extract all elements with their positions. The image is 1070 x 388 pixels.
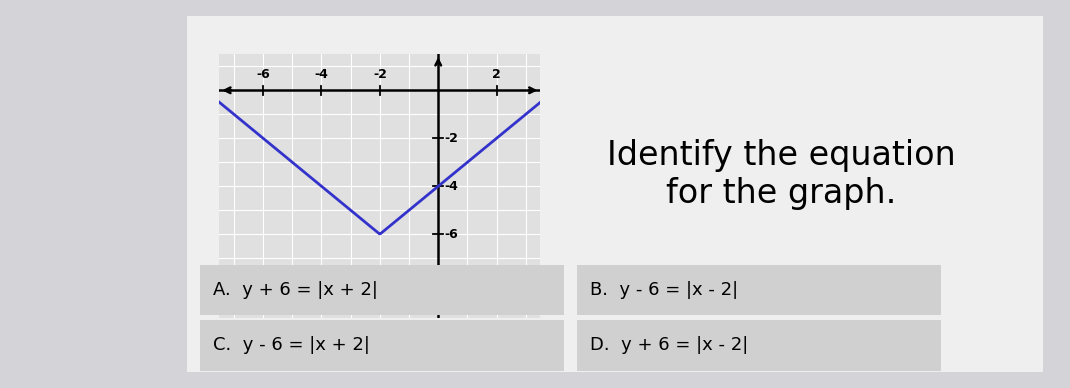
Text: -2: -2 [445,132,459,145]
Text: -6: -6 [445,228,458,241]
Text: D.  y + 6 = |x - 2|: D. y + 6 = |x - 2| [590,336,748,354]
Text: 2: 2 [492,68,501,81]
Text: -4: -4 [315,68,328,81]
Text: -8: -8 [445,276,458,289]
Text: B.  y - 6 = |x - 2|: B. y - 6 = |x - 2| [590,281,737,299]
Text: C.  y - 6 = |x + 2|: C. y - 6 = |x + 2| [213,336,370,354]
Text: Identify the equation
for the graph.: Identify the equation for the graph. [607,139,956,210]
Text: -4: -4 [445,180,459,193]
Text: A.  y + 6 = |x + 2|: A. y + 6 = |x + 2| [213,281,378,299]
Text: -2: -2 [373,68,386,81]
Text: -6: -6 [256,68,270,81]
